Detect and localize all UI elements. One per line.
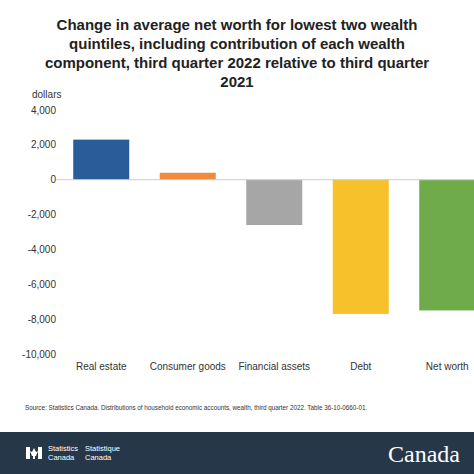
y-tick-label: -2,000 <box>28 209 57 220</box>
flag-leaf <box>30 448 38 459</box>
x-tick-label: Consumer goods <box>150 361 226 372</box>
footer-text: Canada <box>85 453 112 462</box>
y-tick-label: -8,000 <box>28 314 57 325</box>
y-tick-label: -10,000 <box>22 349 56 360</box>
bar <box>246 180 302 225</box>
bar <box>333 180 389 314</box>
x-tick-label: Real estate <box>76 361 127 372</box>
y-axis-label: dollars <box>32 89 61 100</box>
flag-bar <box>26 447 30 459</box>
chart: Change in average net worth for lowest t… <box>0 0 474 474</box>
bar <box>73 140 129 180</box>
y-tick-label: 2,000 <box>31 139 56 150</box>
y-tick-label: 0 <box>50 174 56 185</box>
footer-band <box>0 432 474 474</box>
y-tick-label: -4,000 <box>28 244 57 255</box>
footer-text: Statistique <box>85 444 120 453</box>
x-tick-label: Financial assets <box>238 361 310 372</box>
y-tick-label: -6,000 <box>28 279 57 290</box>
title: Change in average net worth for lowest t… <box>45 16 429 90</box>
bars <box>73 140 474 314</box>
footer-text: Statistics <box>48 444 78 453</box>
source: Source: Statistics Canada. Distributions… <box>25 404 367 412</box>
bar <box>160 173 216 180</box>
footer-text: Canada <box>48 453 75 462</box>
flag-bar <box>38 447 42 459</box>
baseline <box>56 179 474 180</box>
bar <box>419 180 474 311</box>
y-tick-label: 4,000 <box>31 105 56 116</box>
x-tick-label: Debt <box>350 361 371 372</box>
x-tick-label: Net worth <box>426 361 469 372</box>
wordmark: Canada <box>388 441 460 467</box>
